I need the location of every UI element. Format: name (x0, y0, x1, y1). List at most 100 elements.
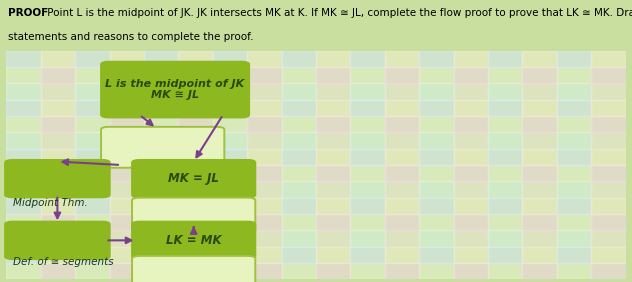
Bar (385, 263, 419, 279)
Bar (316, 165, 350, 181)
Bar (557, 67, 592, 83)
Bar (6, 67, 40, 83)
Bar (419, 230, 454, 246)
Bar (454, 149, 488, 165)
Bar (282, 214, 316, 230)
Bar (316, 246, 350, 263)
Bar (419, 100, 454, 116)
Bar (6, 230, 40, 246)
Bar (385, 67, 419, 83)
Bar (75, 230, 109, 246)
Bar (385, 198, 419, 214)
Bar (557, 149, 592, 165)
Bar (557, 51, 592, 67)
FancyBboxPatch shape (132, 256, 255, 282)
Bar (178, 198, 213, 214)
Bar (6, 116, 40, 132)
Bar (592, 181, 626, 198)
Bar (419, 263, 454, 279)
Bar (178, 149, 213, 165)
Bar (592, 246, 626, 263)
Bar (316, 214, 350, 230)
Bar (213, 100, 247, 116)
Bar (350, 67, 385, 83)
Bar (178, 246, 213, 263)
Bar (316, 198, 350, 214)
Bar (75, 100, 109, 116)
Bar (557, 165, 592, 181)
FancyBboxPatch shape (101, 62, 249, 118)
FancyBboxPatch shape (132, 160, 255, 197)
Bar (178, 132, 213, 149)
Bar (454, 116, 488, 132)
Bar (316, 116, 350, 132)
Bar (40, 132, 75, 149)
Text: L is the midpoint of JK
MK ≅ JL: L is the midpoint of JK MK ≅ JL (106, 79, 245, 100)
Bar (75, 116, 109, 132)
Text: PROOF: PROOF (8, 8, 48, 18)
Bar (385, 230, 419, 246)
FancyBboxPatch shape (132, 198, 255, 233)
Bar (178, 51, 213, 67)
Bar (109, 263, 144, 279)
Bar (316, 149, 350, 165)
Bar (350, 246, 385, 263)
Bar (523, 198, 557, 214)
Bar (592, 149, 626, 165)
Bar (247, 83, 282, 100)
Bar (316, 67, 350, 83)
Bar (557, 132, 592, 149)
Text: Def. of ≅ segments: Def. of ≅ segments (13, 257, 113, 268)
Bar (40, 230, 75, 246)
Bar (247, 165, 282, 181)
Text: Midpoint Thm.: Midpoint Thm. (13, 198, 87, 208)
Bar (557, 230, 592, 246)
Bar (247, 246, 282, 263)
Bar (488, 230, 523, 246)
Bar (213, 149, 247, 165)
Bar (109, 116, 144, 132)
Bar (109, 132, 144, 149)
Bar (144, 263, 178, 279)
Bar (419, 181, 454, 198)
Bar (454, 132, 488, 149)
Bar (385, 181, 419, 198)
Bar (557, 263, 592, 279)
Bar (247, 116, 282, 132)
Bar (385, 116, 419, 132)
Bar (385, 149, 419, 165)
Bar (385, 83, 419, 100)
Bar (316, 83, 350, 100)
Bar (592, 230, 626, 246)
Bar (40, 67, 75, 83)
Bar (454, 263, 488, 279)
Bar (213, 181, 247, 198)
FancyBboxPatch shape (132, 222, 255, 259)
Bar (144, 149, 178, 165)
Bar (75, 83, 109, 100)
Bar (109, 51, 144, 67)
Bar (75, 149, 109, 165)
Bar (75, 67, 109, 83)
Bar (75, 198, 109, 214)
Bar (350, 198, 385, 214)
Bar (144, 181, 178, 198)
Bar (316, 100, 350, 116)
Bar (557, 181, 592, 198)
Bar (523, 214, 557, 230)
Bar (523, 263, 557, 279)
Bar (454, 83, 488, 100)
Bar (523, 246, 557, 263)
Bar (144, 230, 178, 246)
Bar (557, 83, 592, 100)
Bar (488, 198, 523, 214)
Bar (454, 51, 488, 67)
Bar (592, 263, 626, 279)
Bar (557, 100, 592, 116)
Bar (454, 198, 488, 214)
Bar (523, 116, 557, 132)
Bar (40, 83, 75, 100)
Bar (282, 263, 316, 279)
Bar (350, 83, 385, 100)
Bar (523, 181, 557, 198)
